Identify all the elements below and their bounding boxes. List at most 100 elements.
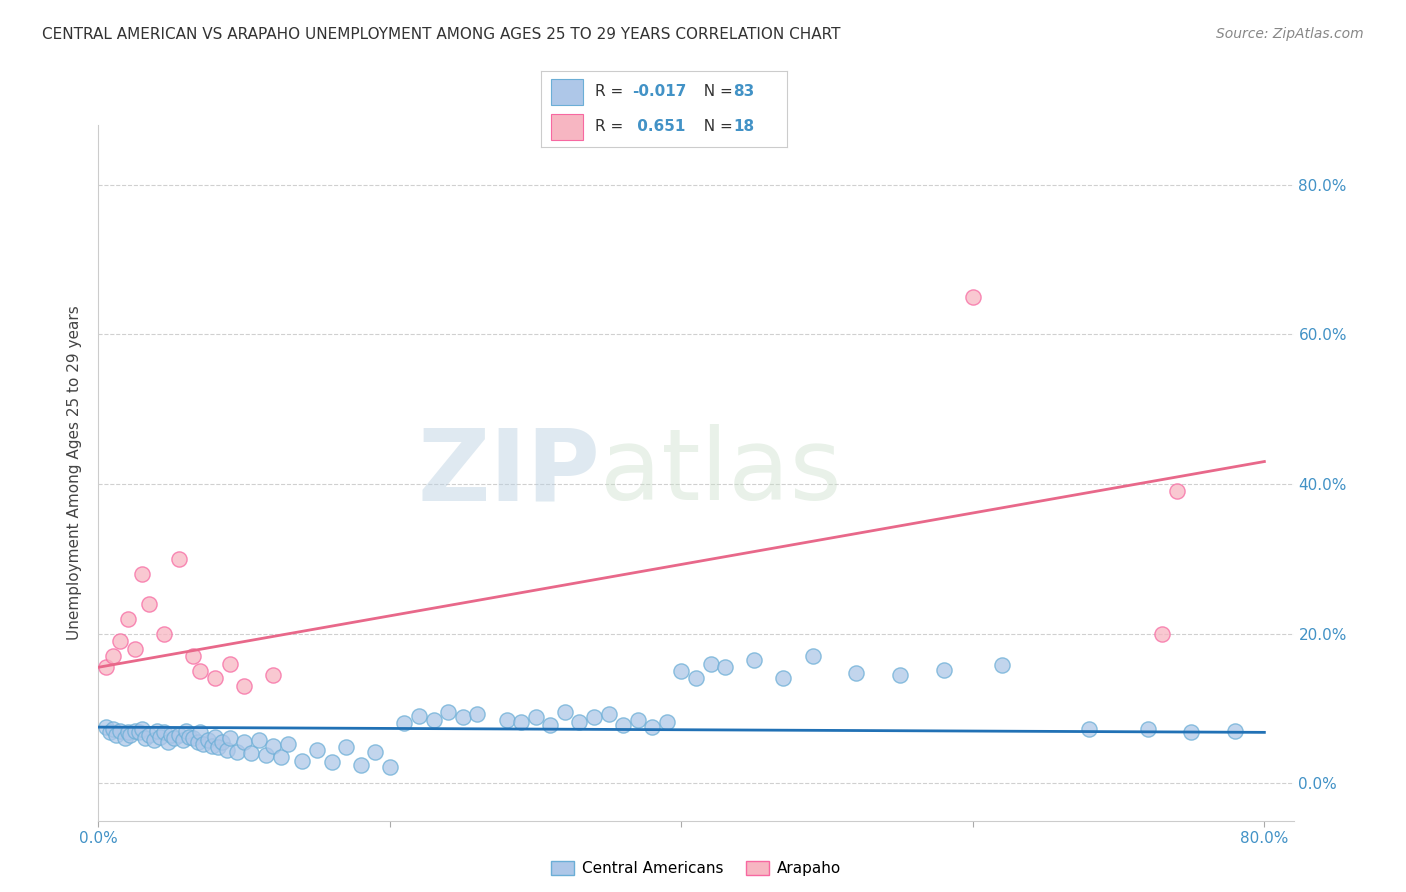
Point [742, 653, 765, 667]
Point [291, 754, 314, 768]
Point [167, 551, 190, 566]
Point [240, 747, 263, 761]
Point [1166, 484, 1188, 499]
Point [962, 290, 984, 304]
Point [163, 731, 186, 746]
Point [110, 723, 132, 738]
Point [149, 730, 172, 744]
Point [177, 730, 200, 744]
Point [305, 742, 328, 756]
Text: N =: N = [695, 85, 738, 99]
Text: CENTRAL AMERICAN VS ARAPAHO UNEMPLOYMENT AMONG AGES 25 TO 29 YEARS CORRELATION C: CENTRAL AMERICAN VS ARAPAHO UNEMPLOYMENT… [42, 27, 841, 42]
Point [218, 657, 240, 671]
Point [991, 658, 1014, 673]
Point [153, 626, 176, 640]
Point [845, 665, 868, 680]
Legend: Central Americans, Arapaho: Central Americans, Arapaho [546, 855, 846, 882]
Text: Source: ZipAtlas.com: Source: ZipAtlas.com [1216, 27, 1364, 41]
Text: N =: N = [695, 120, 738, 134]
Point [190, 725, 212, 739]
Point [174, 723, 197, 738]
Point [467, 707, 489, 722]
Point [262, 667, 284, 681]
Point [270, 750, 292, 764]
Point [153, 725, 176, 739]
Point [215, 742, 238, 756]
Point [181, 731, 204, 746]
FancyBboxPatch shape [551, 79, 583, 104]
Point [510, 714, 533, 729]
Point [172, 732, 194, 747]
Text: 0.651: 0.651 [633, 120, 686, 134]
Point [699, 657, 721, 671]
Point [186, 735, 208, 749]
Point [117, 725, 139, 739]
Point [131, 566, 153, 581]
Text: -0.017: -0.017 [633, 85, 686, 99]
Point [204, 672, 226, 686]
Point [394, 716, 416, 731]
Point [335, 740, 357, 755]
Point [94, 720, 117, 734]
Point [350, 757, 373, 772]
Point [582, 710, 605, 724]
Point [378, 760, 401, 774]
Point [114, 731, 136, 746]
Point [117, 612, 139, 626]
Point [1136, 723, 1159, 737]
Point [685, 672, 707, 686]
Point [94, 660, 117, 674]
Point [190, 664, 212, 678]
Point [142, 732, 165, 747]
Point [157, 735, 180, 749]
Point [772, 672, 794, 686]
Point [671, 664, 693, 678]
Point [98, 725, 121, 739]
Point [101, 648, 124, 663]
Point [1152, 626, 1174, 640]
Point [655, 714, 678, 729]
Point [138, 597, 160, 611]
Point [408, 709, 430, 723]
Point [201, 739, 224, 753]
Point [524, 710, 547, 724]
Point [247, 732, 270, 747]
Text: R =: R = [596, 120, 628, 134]
Point [714, 660, 737, 674]
Point [124, 723, 146, 738]
Point [167, 728, 190, 742]
Point [104, 728, 127, 742]
Point [197, 732, 219, 747]
Point [145, 723, 167, 738]
Point [218, 731, 240, 746]
Point [120, 728, 142, 742]
Point [204, 730, 226, 744]
Text: 18: 18 [734, 120, 755, 134]
Point [211, 735, 233, 749]
Point [1225, 723, 1247, 738]
Point [641, 720, 664, 734]
Point [233, 735, 256, 749]
Point [160, 728, 183, 742]
Point [254, 747, 277, 762]
Point [124, 641, 146, 656]
Point [181, 648, 204, 663]
Point [1078, 723, 1101, 737]
Point [1180, 725, 1202, 739]
Point [277, 737, 299, 751]
Point [321, 756, 343, 770]
Y-axis label: Unemployment Among Ages 25 to 29 years: Unemployment Among Ages 25 to 29 years [67, 305, 83, 640]
Point [262, 739, 284, 753]
Point [207, 740, 229, 755]
Point [233, 679, 256, 693]
Point [612, 718, 634, 732]
Point [627, 713, 650, 727]
Point [538, 718, 561, 732]
Point [364, 745, 387, 759]
Point [128, 725, 150, 739]
Point [598, 707, 620, 722]
Point [437, 705, 460, 719]
Point [568, 714, 591, 729]
Point [138, 728, 160, 742]
Point [193, 737, 215, 751]
